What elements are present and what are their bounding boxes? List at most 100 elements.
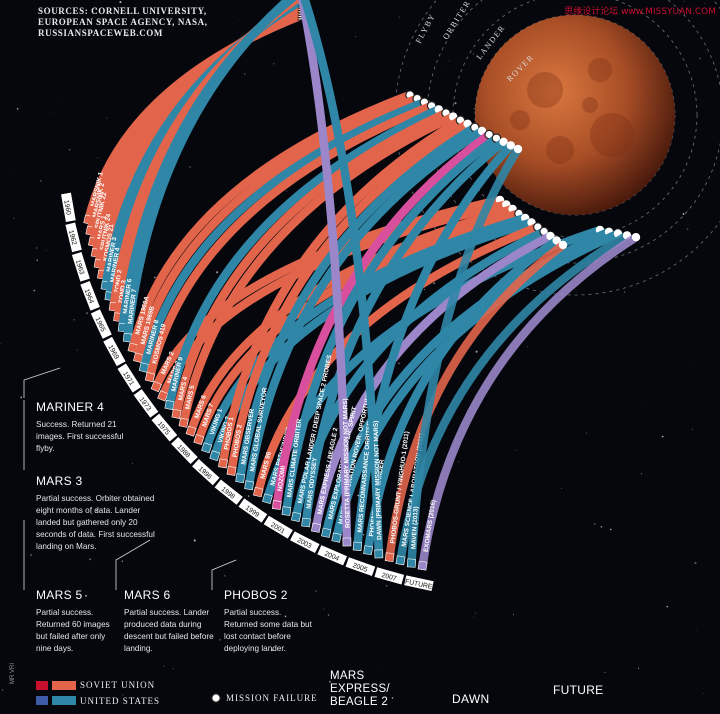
star <box>182 334 183 335</box>
mission-label: MAVEN (2013) <box>410 506 420 549</box>
country-flag <box>165 400 174 409</box>
country-flag <box>321 528 331 538</box>
country-flag <box>227 466 236 475</box>
star <box>446 70 447 71</box>
callout-title: MARS 5 <box>36 588 120 602</box>
year-tick: 1965 <box>91 309 112 339</box>
callout-title: MARS EXPRESS/ BEAGLE 2 <box>330 670 412 709</box>
sources-line: EUROPEAN SPACE AGENCY, NASA, <box>38 17 208 28</box>
year-tick: 1988 <box>171 437 198 464</box>
star <box>699 58 701 60</box>
year-tick: 1962 <box>65 223 81 253</box>
country-flag <box>218 459 227 468</box>
year-tick: FUTURE <box>404 575 434 591</box>
country-flag <box>236 474 245 483</box>
country-flag <box>282 507 291 516</box>
country-flag <box>332 533 341 542</box>
star <box>30 554 32 556</box>
star <box>46 250 47 251</box>
year-tick: 1996 <box>192 459 219 485</box>
ring-label: ORBITER <box>441 0 472 41</box>
star <box>106 118 107 119</box>
country-flag <box>302 518 311 527</box>
star <box>644 400 645 401</box>
mission-end-marker <box>514 145 522 153</box>
mission-end-marker <box>632 233 640 241</box>
year-tick: 1975 <box>152 414 178 442</box>
star <box>273 63 274 64</box>
country-flag <box>179 418 188 427</box>
soviet-swatch <box>52 681 76 690</box>
country-flag <box>396 556 405 565</box>
star <box>51 114 52 115</box>
star <box>449 60 450 61</box>
callout-phobos-2: PHOBOS 2 Partial success. Returned some … <box>224 588 314 655</box>
year-label: 1965 <box>94 316 107 333</box>
country-flag <box>172 409 181 418</box>
year-tick: 1969 <box>103 337 125 366</box>
star <box>604 672 605 673</box>
country-flag <box>291 512 300 521</box>
star <box>238 19 239 20</box>
star <box>694 562 696 564</box>
star <box>194 540 196 542</box>
star <box>692 429 693 430</box>
star <box>163 666 164 667</box>
mars-crater <box>510 110 530 130</box>
star <box>513 614 514 615</box>
star <box>703 693 704 694</box>
star <box>355 36 356 37</box>
star <box>73 319 75 321</box>
star <box>424 289 425 290</box>
star <box>454 102 456 104</box>
star <box>0 343 1 344</box>
year-tick: 1973 <box>134 389 159 417</box>
star <box>527 346 528 347</box>
star <box>244 73 246 75</box>
mars-crater <box>582 97 598 113</box>
star <box>473 616 474 617</box>
callout-mars-5: MARS 5 Partial success. Returned 60 imag… <box>36 588 120 655</box>
star <box>386 585 388 587</box>
star <box>610 529 611 530</box>
legend-soviet-label: SOVIET UNION <box>80 680 155 690</box>
star <box>458 461 459 462</box>
failure-marker-icon <box>212 694 220 702</box>
callout-body: Partial success. Lander produced data du… <box>124 607 216 655</box>
star <box>17 108 19 110</box>
year-tick: 1999 <box>239 498 268 522</box>
watermark: 思缘设计论坛 www.MISSYUAN.COM <box>564 4 716 17</box>
star <box>697 629 698 630</box>
us-flag-icon <box>36 696 48 705</box>
star <box>399 17 400 18</box>
star <box>481 2 482 3</box>
year-tick: 2007 <box>374 567 404 584</box>
star <box>122 560 123 561</box>
ring-label: FLYBY <box>414 12 437 45</box>
star <box>119 1 121 3</box>
year-label: 1960 <box>62 200 72 216</box>
year-tick: 2001 <box>264 516 293 539</box>
year-tick: 2005 <box>346 557 376 576</box>
country-flag <box>418 561 427 570</box>
callout-body: Partial success. Orbiter obtained eight … <box>36 493 158 553</box>
star <box>476 351 478 353</box>
star <box>132 463 133 464</box>
star <box>33 290 35 292</box>
star <box>89 558 91 560</box>
star <box>173 668 174 669</box>
country-flag <box>353 542 362 551</box>
us-swatch <box>52 696 76 705</box>
leader-line <box>212 560 236 590</box>
country-flag <box>364 546 373 555</box>
callout-body: Partial success. Returned 60 images but … <box>36 607 120 655</box>
callout-mars-3: MARS 3 Partial success. Orbiter obtained… <box>36 474 158 553</box>
star <box>20 397 22 399</box>
mars-crater <box>527 72 563 108</box>
callout-title: MARS 3 <box>36 474 158 488</box>
callout-dawn: DAWN <box>452 692 489 711</box>
callout-mariner-4: MARINER 4 Success. Returned 21 images. F… <box>36 400 124 455</box>
star <box>578 290 579 291</box>
star <box>81 231 82 232</box>
